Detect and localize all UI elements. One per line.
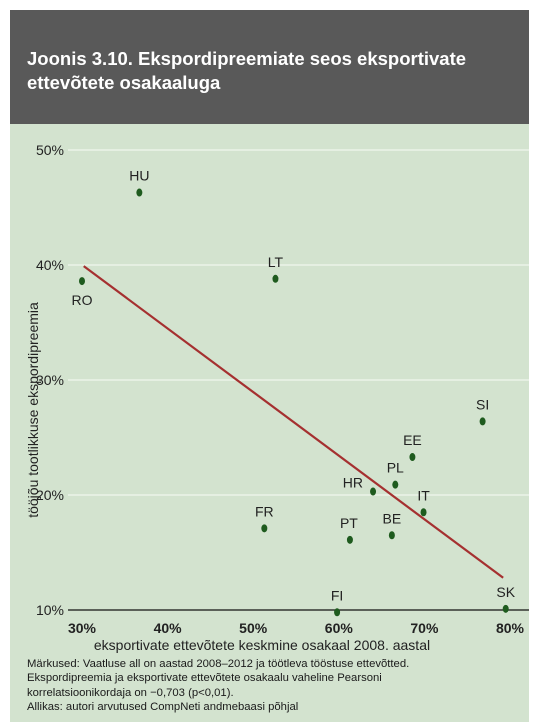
x-tick-label: 40% <box>154 620 183 636</box>
y-tick-label: 30% <box>36 372 64 388</box>
data-point-lt <box>272 274 279 283</box>
figure-title: Joonis 3.10. Ekspordipreemiate seos eksp… <box>27 48 467 93</box>
data-point-pl <box>392 480 399 489</box>
y-axis-label: tööjõu tootlikkuse ekspordipreemia <box>25 302 41 518</box>
point-label-fr: FR <box>255 503 274 519</box>
point-label-hu: HU <box>129 168 149 184</box>
data-point-si <box>479 417 486 426</box>
point-label-be: BE <box>383 510 402 526</box>
trend-line <box>83 265 504 579</box>
data-point-fr <box>261 524 268 533</box>
x-tick-label: 80% <box>496 620 525 636</box>
point-label-pt: PT <box>340 515 358 531</box>
point-label-sk: SK <box>496 584 515 600</box>
x-tick-label: 70% <box>410 620 439 636</box>
point-label-fi: FI <box>331 587 343 603</box>
data-point-fi <box>334 608 341 617</box>
data-point-sk <box>502 604 509 613</box>
source-line: Allikas: autori arvutused CompNeti andme… <box>27 701 299 714</box>
data-point-hu <box>136 188 143 197</box>
note-line: Ekspordipreemia ja eksportivate ettevõte… <box>27 672 382 685</box>
figure-panel: Joonis 3.10. Ekspordipreemiate seos eksp… <box>10 10 529 722</box>
y-tick-label: 40% <box>36 257 64 273</box>
data-point-hr <box>370 487 377 496</box>
note-line: Märkused: Vaatluse all on aastad 2008–20… <box>27 658 410 670</box>
point-label-si: SI <box>476 396 489 412</box>
point-label-ro: RO <box>72 292 93 308</box>
y-tick-label: 20% <box>36 487 64 503</box>
x-tick-label: 50% <box>239 620 268 636</box>
figure-notes: Märkused: Vaatluse all on aastad 2008–20… <box>27 657 522 715</box>
data-point-it <box>420 508 427 517</box>
data-point-be <box>388 531 395 540</box>
y-tick-label: 10% <box>36 602 64 618</box>
point-label-hr: HR <box>343 475 363 491</box>
y-tick-label: 50% <box>36 142 64 158</box>
point-label-pl: PL <box>387 460 404 476</box>
point-label-it: IT <box>417 487 430 503</box>
x-axis-label: eksportivate ettevõtete keskmine osakaal… <box>94 637 430 653</box>
data-point-ro <box>79 277 85 286</box>
point-label-ee: EE <box>403 432 422 448</box>
data-point-pt <box>346 535 353 544</box>
point-label-lt: LT <box>268 254 284 270</box>
note-line: korrelatsioonikordaja on −0,703 (p<0,01)… <box>27 686 234 699</box>
data-point-ee <box>409 453 416 462</box>
x-tick-label: 30% <box>68 620 97 636</box>
scatter-chart: 10% 20% 30% 40% 50% 30% 40% 50% 60% 70% 80% eksport… <box>25 142 529 653</box>
x-tick-label: 60% <box>325 620 354 636</box>
figure-header: Joonis 3.10. Ekspordipreemiate seos eksp… <box>10 10 529 124</box>
